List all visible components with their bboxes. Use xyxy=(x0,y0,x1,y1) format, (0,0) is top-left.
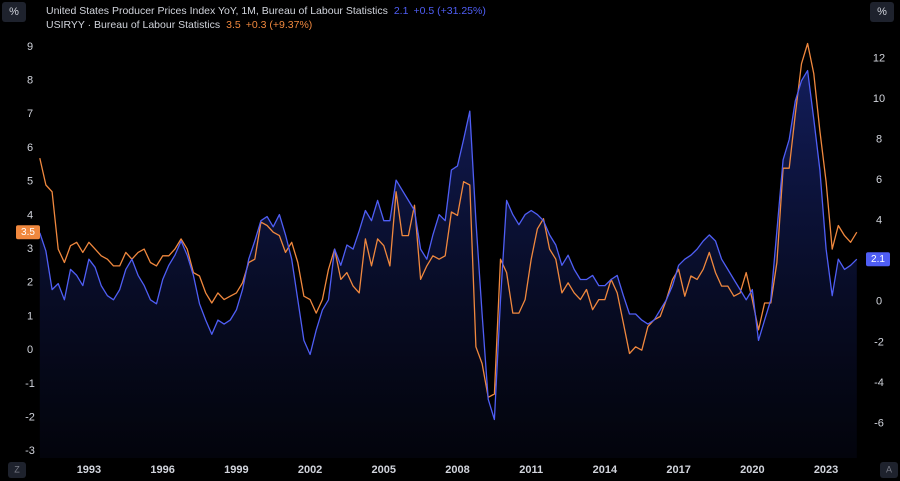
line xyxy=(39,42,858,398)
corner-button[interactable] xyxy=(880,462,898,478)
x-tick-label: 2017 xyxy=(666,464,690,476)
x-tick-label: 1993 xyxy=(77,464,101,476)
value-badge-label: 2.1 xyxy=(871,254,885,265)
y2-tick-label: -6 xyxy=(874,417,884,429)
y-tick-label: -2 xyxy=(25,411,35,423)
x-tick-label: 2008 xyxy=(445,464,469,476)
y2-tick-label: 8 xyxy=(876,133,882,145)
legend-label: United States Producer Prices Index YoY,… xyxy=(46,5,388,17)
y-tick-label: 4 xyxy=(27,209,33,221)
y2-tick-label: 0 xyxy=(876,296,882,308)
y-tick-label: 9 xyxy=(27,41,33,53)
legend-change: +0.3 (+9.37%) xyxy=(246,19,313,31)
x-tick-label: 2011 xyxy=(519,464,543,476)
corner-button-label[interactable]: Z xyxy=(14,464,20,474)
y-tick-label: -1 xyxy=(25,378,35,390)
y-tick-label: 1 xyxy=(27,310,33,322)
legend-label: USIRYY · Bureau of Labour Statistics xyxy=(46,19,220,31)
x-tick-label: 2020 xyxy=(740,464,764,476)
y2-tick-label: 4 xyxy=(876,215,882,227)
y2-unit[interactable]: % xyxy=(877,6,887,18)
y2-tick-label: -4 xyxy=(874,377,884,389)
x-tick-label: 2005 xyxy=(372,464,396,476)
value-badge xyxy=(16,225,40,240)
legend-value: 3.5 xyxy=(226,19,241,31)
y2-tick-label: -2 xyxy=(874,336,884,348)
y-unit[interactable]: % xyxy=(9,6,19,18)
legend-value: 2.1 xyxy=(394,5,409,17)
y-tick-label: -3 xyxy=(25,445,35,457)
corner-button-label[interactable]: A xyxy=(886,464,892,474)
value-badge xyxy=(866,252,890,267)
legend-change: +0.5 (+31.25%) xyxy=(413,5,485,17)
y-tick-label: 8 xyxy=(27,74,33,86)
line xyxy=(39,69,858,421)
unit-button[interactable] xyxy=(870,2,894,22)
x-tick-label: 1996 xyxy=(150,464,174,476)
y-tick-label: 7 xyxy=(27,108,33,120)
y-tick-label: 0 xyxy=(27,344,33,356)
y-tick-label: 5 xyxy=(27,176,33,188)
corner-button[interactable] xyxy=(8,462,26,478)
y2-tick-label: 12 xyxy=(873,52,885,64)
y-tick-label: 6 xyxy=(27,142,33,154)
area xyxy=(39,70,857,458)
x-tick-label: 2014 xyxy=(593,464,618,476)
unit-button[interactable] xyxy=(2,2,26,22)
value-badge-label: 3.5 xyxy=(21,227,35,238)
x-tick-label: 1999 xyxy=(224,464,248,476)
x-tick-label: 2023 xyxy=(814,464,838,476)
y2-tick-label: 10 xyxy=(873,93,885,105)
y2-tick-label: 6 xyxy=(876,174,882,186)
y-tick-label: 2 xyxy=(27,277,33,289)
x-tick-label: 2002 xyxy=(298,464,322,476)
y-tick-label: 3 xyxy=(27,243,33,255)
